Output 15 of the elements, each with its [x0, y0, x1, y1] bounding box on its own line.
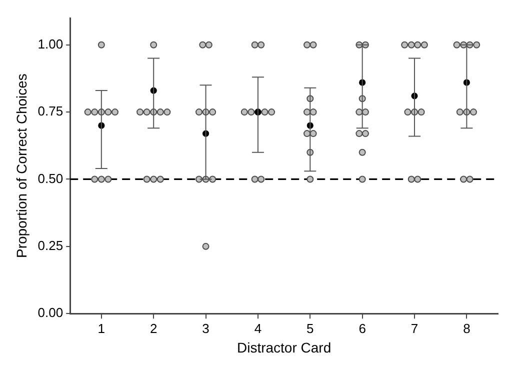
x-tick-label: 5 — [306, 320, 314, 336]
y-tick-label: 0.00 — [38, 305, 64, 320]
x-tick-label: 3 — [202, 320, 210, 336]
y-axis-title: Proportion of Correct Choices — [13, 74, 30, 258]
x-axis-title: Distractor Card — [236, 339, 332, 356]
x-tick-label: 1 — [98, 320, 106, 336]
y-tick-label: 0.25 — [38, 238, 64, 253]
x-tick-label: 7 — [410, 320, 418, 336]
y-tick-label: 1.00 — [38, 36, 64, 52]
x-tick-label: 4 — [254, 320, 262, 336]
x-tick-label: 6 — [358, 320, 366, 336]
y-tick-label: 0.75 — [38, 104, 64, 119]
x-tick-label: 8 — [463, 320, 470, 336]
y-tick-label: 0.50 — [38, 170, 64, 186]
x-tick-label: 2 — [150, 320, 158, 336]
